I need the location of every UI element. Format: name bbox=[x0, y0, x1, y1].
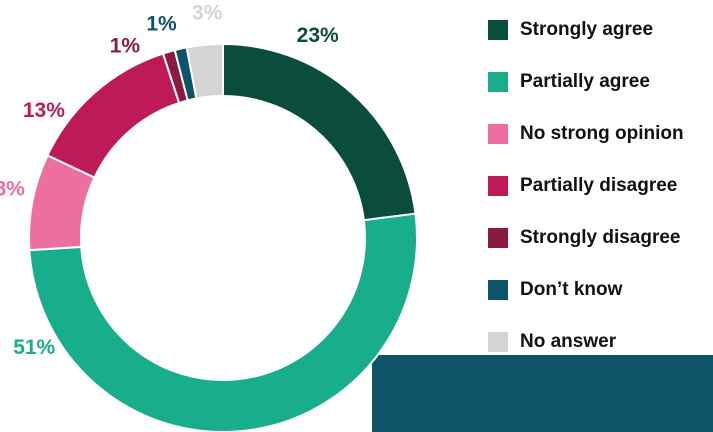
legend-label: No strong opinion bbox=[520, 123, 684, 144]
slice-label-strongly-agree: 23% bbox=[297, 24, 339, 47]
legend-item-partially-disagree: Partially disagree bbox=[488, 160, 684, 212]
slice-label-strongly-disagree: 1% bbox=[110, 35, 141, 58]
legend-swatch bbox=[488, 124, 508, 144]
chart-legend: Strongly agree Partially agree No strong o… bbox=[488, 4, 684, 368]
legend-label: No answer bbox=[520, 331, 617, 352]
legend-swatch bbox=[488, 332, 508, 352]
legend-item-strongly-disagree: Strongly disagree bbox=[488, 212, 684, 264]
legend-item-strongly-agree: Strongly agree bbox=[488, 4, 684, 56]
legend-swatch bbox=[488, 228, 508, 248]
legend-item-partially-agree: Partially agree bbox=[488, 56, 684, 108]
legend-item-don-t-know: Don’t know bbox=[488, 264, 684, 316]
donut-slice-strongly-agree bbox=[222, 42, 417, 222]
legend-label: Don’t know bbox=[520, 279, 623, 300]
legend-label: Partially disagree bbox=[520, 175, 678, 196]
legend-label: Strongly disagree bbox=[520, 227, 681, 248]
legend-item-no-strong-opinion: No strong opinion bbox=[488, 108, 684, 160]
legend-swatch bbox=[488, 176, 508, 196]
legend-item-no-answer: No answer bbox=[488, 316, 684, 368]
slice-label-partially-disagree: 13% bbox=[23, 99, 65, 122]
donut-slice-no-answer bbox=[185, 42, 224, 100]
slice-label-don-t-know: 1% bbox=[146, 13, 177, 36]
dark-background-band bbox=[372, 355, 713, 432]
legend-swatch bbox=[488, 280, 508, 300]
legend-label: Strongly agree bbox=[520, 19, 654, 40]
legend-swatch bbox=[488, 72, 508, 92]
slice-label-partially-agree: 51% bbox=[13, 336, 55, 359]
slice-label-no-answer: 3% bbox=[192, 2, 223, 25]
donut-slice-partially-agree bbox=[28, 212, 418, 432]
legend-label: Partially agree bbox=[520, 71, 650, 92]
slice-label-no-strong-opinion: 8% bbox=[0, 178, 25, 201]
donut-slice-partially-disagree bbox=[46, 52, 181, 179]
legend-swatch bbox=[488, 20, 508, 40]
